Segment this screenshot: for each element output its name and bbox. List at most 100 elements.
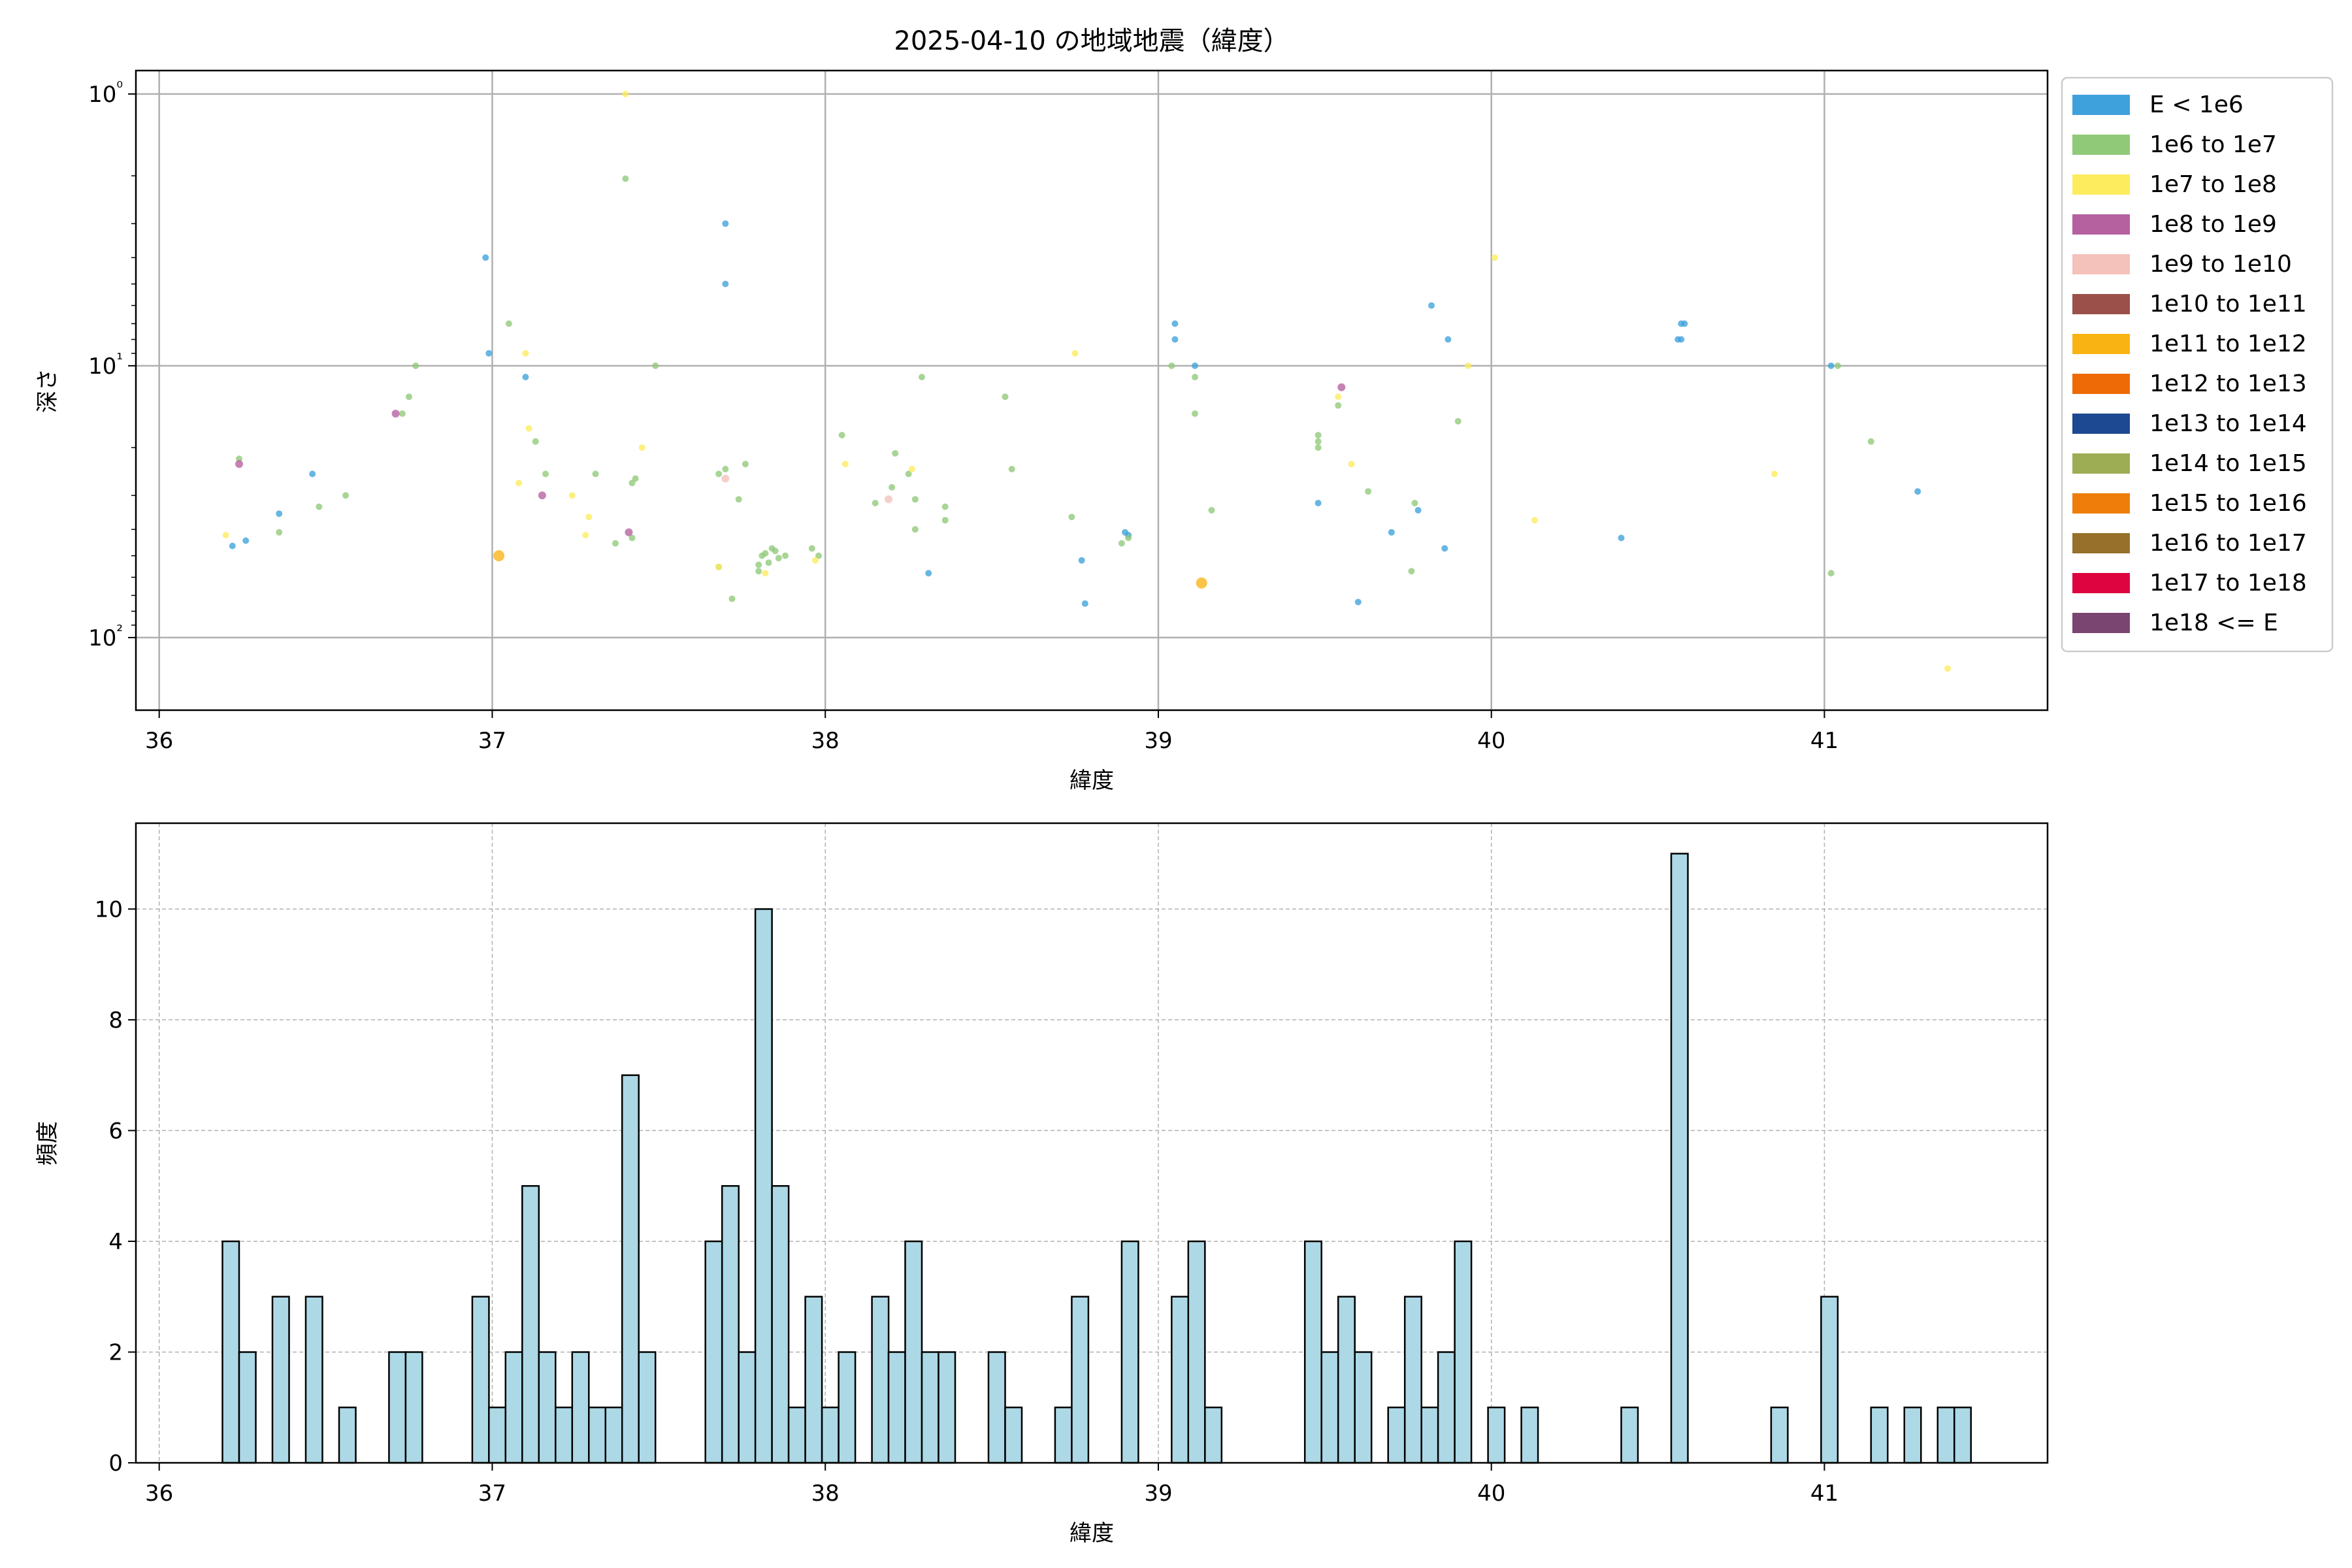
scatter-point [1008,466,1015,472]
scatter-point [941,503,949,510]
scatter-point [1335,393,1342,400]
scatter-title: 2025-04-10 の地域地震（緯度） [894,26,1289,56]
histogram-bar [1320,1351,1339,1464]
legend-label: 1e17 to 1e18 [2149,570,2307,596]
histogram-y-tick-label: 10 [95,896,123,923]
histogram-bar [1454,1240,1473,1464]
scatter-point [538,491,546,500]
scatter-point [622,90,629,97]
histogram-bar [1187,1240,1206,1464]
scatter-point [542,470,549,478]
scatter-point [1171,336,1179,343]
scatter-point [612,540,619,547]
scatter-point [276,529,283,536]
scatter-point [1944,665,1952,672]
histogram-bar [821,1406,840,1464]
scatter-point [309,470,316,478]
histogram-bar [1670,853,1689,1464]
histogram-bar [521,1184,540,1464]
histogram-x-tick-label: 40 [1477,1480,1505,1507]
scatter-point [872,500,879,506]
histogram-bar [304,1296,323,1464]
histogram-bar [1903,1406,1922,1464]
histogram-bar [504,1351,523,1464]
legend-label: E < 1e6 [2149,91,2244,118]
scatter-point [1678,336,1685,343]
legend-swatch [2072,95,2130,115]
scatter-point [815,552,822,559]
scatter-point [1365,488,1372,495]
scatter-point [722,466,729,472]
histogram-y-tick-label: 8 [108,1007,123,1034]
histogram-bar [1487,1406,1506,1464]
scatter-point [532,438,539,445]
scatter-point [493,550,505,562]
scatter-point [1834,362,1841,369]
histogram-bar [488,1406,507,1464]
legend-swatch [2072,374,2130,394]
histogram-y-tick-label: 2 [108,1339,123,1365]
scatter-point [1531,517,1538,524]
scatter-point [765,559,772,566]
histogram-bar [871,1296,890,1464]
scatter-point [522,374,529,381]
legend-swatch [2072,493,2130,514]
scatter-point [515,480,523,487]
histogram-bar [1071,1296,1090,1464]
histogram-bar [271,1296,290,1464]
scatter-x-tick-label: 41 [1810,728,1838,754]
scatter-x-tick-label: 36 [145,728,173,754]
legend-label: 1e10 to 1e11 [2149,291,2307,318]
scatter-point [905,470,912,478]
histogram-bar [471,1296,490,1464]
histogram-x-tick-label: 36 [145,1480,173,1507]
histogram-bar [1936,1406,1955,1464]
scatter-point [1315,500,1322,506]
scatter-point [1196,577,1207,589]
histogram-bar [754,908,773,1464]
histogram-x-axis: 36 37 38 39 40 41 [145,1463,1838,1507]
histogram-bar [1337,1296,1356,1464]
legend-label: 1e8 to 1e9 [2149,211,2277,238]
legend-frame [2061,76,2334,653]
scatter-point [715,563,723,570]
histogram-bar [1171,1296,1190,1464]
histogram-bar [1870,1406,1889,1464]
histogram-bar [238,1351,257,1464]
scatter-point [1491,254,1498,261]
histogram-plot-frame [135,822,2049,1464]
scatter-legend: E < 1e6 1e6 to 1e7 1e7 to 1e8 1e8 to 1e9 1e9… [2061,76,2334,653]
scatter-point [775,555,782,562]
histogram-bar [221,1240,240,1464]
histogram-bar [638,1351,657,1464]
histogram-bar [621,1074,640,1464]
histogram-bar [588,1406,607,1464]
scatter-x-tick-label: 39 [1144,728,1172,754]
scatter-point [889,483,896,491]
scatter-point [1125,534,1132,542]
scatter-point [742,461,749,468]
scatter-point [1454,417,1462,425]
scatter-point [1618,534,1625,542]
scatter-point [1208,507,1215,514]
histogram-bar [887,1351,906,1464]
scatter-point [316,503,323,510]
legend-label: 1e14 to 1e15 [2149,450,2307,477]
scatter-point [1002,393,1009,400]
scatter-point [242,537,250,544]
histogram-bar [771,1184,790,1464]
scatter-y-axis: 10⁰ 10¹ 10² [88,78,136,651]
scatter-point [715,470,723,478]
scatter-point [1192,410,1198,417]
scatter-point [399,410,406,417]
scatter-point [1411,500,1418,506]
histogram-bar [338,1406,357,1464]
histogram-bar [1403,1296,1422,1464]
histogram-bar [987,1351,1006,1464]
scatter-point [911,526,919,533]
legend-label: 1e6 to 1e7 [2149,131,2277,158]
scatter-point [1315,432,1322,438]
scatter-point [632,475,639,482]
histogram-bar [904,1240,923,1464]
